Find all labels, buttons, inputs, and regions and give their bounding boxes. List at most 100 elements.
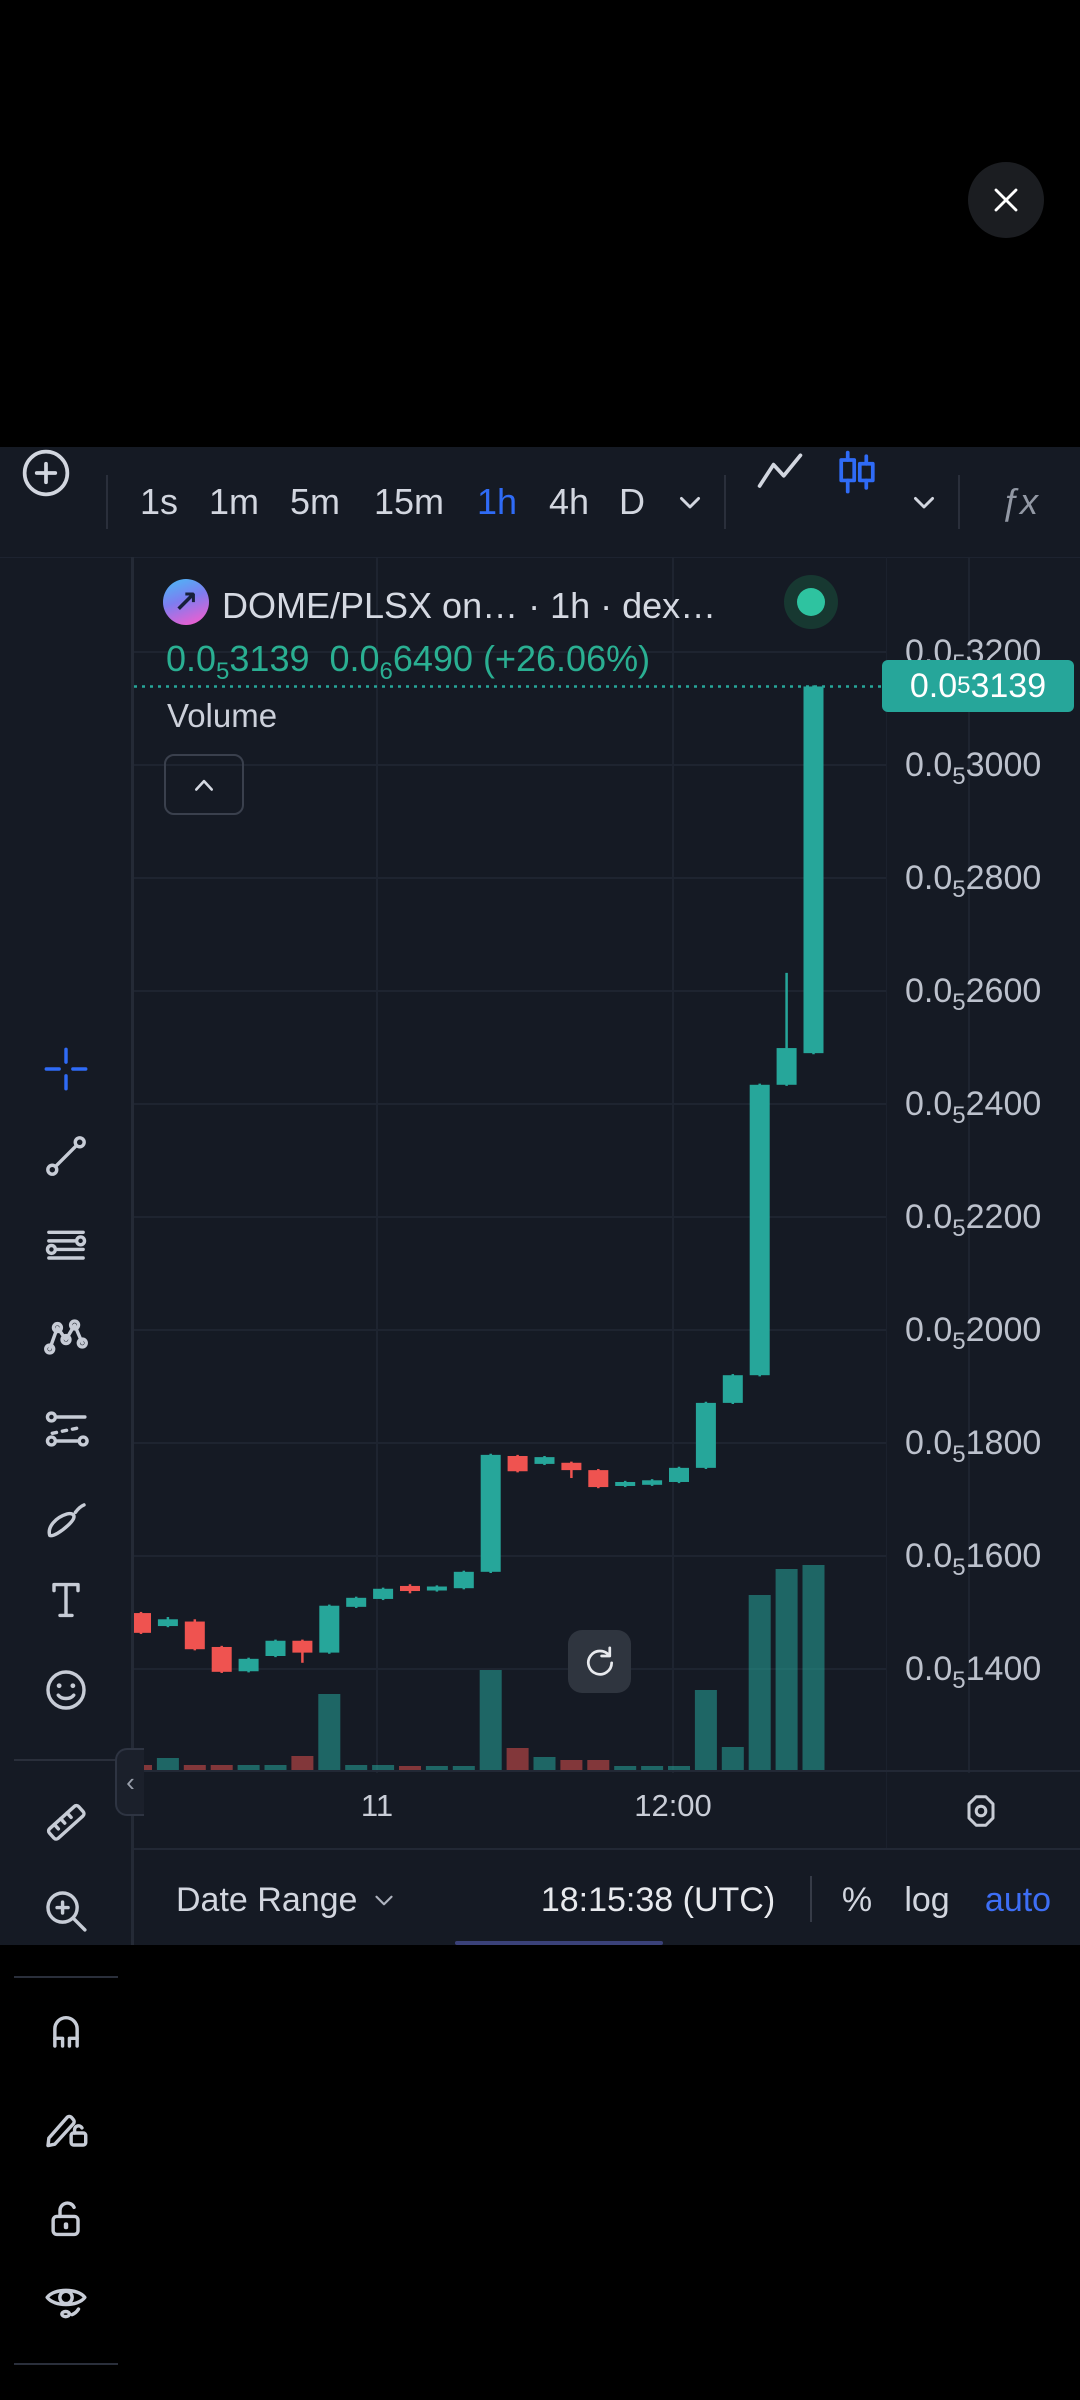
zoom-in-tool-icon[interactable]: [42, 1887, 90, 1935]
candle-body: [588, 1470, 609, 1488]
market-status-dot: [784, 575, 838, 629]
sheet-scroll-indicator: [455, 1941, 663, 1945]
timeframe-4h[interactable]: 4h: [548, 481, 590, 522]
magnet-tool-icon[interactable]: [42, 2010, 90, 2058]
trend-line-tool-icon[interactable]: [42, 1132, 90, 1180]
horizontal-lines-tool-icon[interactable]: [42, 1222, 90, 1270]
volume-bar: [318, 1694, 341, 1770]
candle-body: [184, 1621, 205, 1650]
emoji-tool-icon[interactable]: [42, 1666, 90, 1714]
ruler-tool-icon[interactable]: [42, 1798, 90, 1846]
candle-body: [669, 1467, 689, 1482]
price-tick-label: 0.051800: [905, 1424, 1042, 1468]
date-range-button[interactable]: Date Range: [176, 1872, 399, 1928]
timeframe-1m[interactable]: 1m: [208, 481, 260, 522]
candle-body: [265, 1640, 286, 1657]
candle-body: [346, 1597, 367, 1607]
timeframe-D[interactable]: D: [619, 481, 645, 522]
log-scale-button[interactable]: log: [904, 1880, 950, 1919]
candle-body: [238, 1658, 259, 1672]
timeframe-1s[interactable]: 1s: [139, 481, 179, 522]
candle-body: [292, 1640, 313, 1653]
volume-bar: [479, 1670, 502, 1770]
volume-indicator-label[interactable]: Volume: [167, 697, 278, 734]
candle-body: [615, 1481, 636, 1486]
pane-collapse-button[interactable]: [164, 754, 244, 815]
price-change-readout: 0.053139 0.066490 (+26.06%): [166, 638, 651, 686]
lock-all-drawings-tool-icon[interactable]: [42, 2195, 90, 2243]
candle-body: [373, 1588, 394, 1599]
candle-body: [561, 1462, 582, 1471]
candle-body: [803, 686, 824, 1054]
percent-scale-button[interactable]: %: [841, 1880, 873, 1919]
indicators-fx-button[interactable]: ƒx: [999, 481, 1039, 522]
toolbar-divider: [14, 1976, 118, 1978]
auto-scale-button[interactable]: auto: [984, 1880, 1052, 1919]
projection-tool-icon[interactable]: [42, 1405, 90, 1453]
candle-body: [480, 1454, 501, 1572]
volume-bar: [345, 1765, 368, 1770]
toolbar-divider: [106, 475, 108, 529]
timeframe-1h[interactable]: 1h: [476, 481, 518, 522]
brush-tool-icon[interactable]: [42, 1496, 90, 1544]
bottom-bar-divider: [810, 1876, 812, 1922]
close-icon: [986, 180, 1026, 220]
volume-bar: [721, 1747, 744, 1770]
volume-bar: [748, 1595, 771, 1770]
candle-body: [211, 1646, 232, 1672]
clock-utc[interactable]: 18:15:38 (UTC): [540, 1880, 776, 1919]
settings-gear-icon[interactable]: [960, 1790, 1002, 1832]
drawing-lock-tool-icon[interactable]: [42, 2103, 90, 2151]
add-plus-button[interactable]: [20, 447, 72, 499]
price-tick-label: 0.051600: [905, 1537, 1042, 1581]
volume-bar: [506, 1748, 529, 1770]
volume-bar: [694, 1690, 717, 1770]
chevron-down-icon: [369, 1885, 399, 1915]
hide-drawings-tool-icon[interactable]: [42, 2276, 90, 2324]
close-button[interactable]: [968, 162, 1044, 238]
text-tool-icon[interactable]: [42, 1576, 90, 1624]
xabcd-pattern-tool-icon[interactable]: [42, 1313, 90, 1361]
candle-body: [134, 1613, 151, 1633]
timeframe-5m[interactable]: 5m: [289, 481, 341, 522]
candles-style-icon[interactable]: [831, 447, 883, 499]
volume-bar: [291, 1756, 314, 1770]
volume-bar: [156, 1758, 179, 1770]
volume-bar: [399, 1766, 421, 1770]
volume-bar: [237, 1765, 260, 1770]
top-toolbar: 1s 1m 5m 15m 1h 4h D ƒx: [0, 447, 1080, 558]
volume-bar: [614, 1766, 637, 1770]
drawing-toolbar: [0, 557, 134, 2365]
bottom-bar-border: [134, 1848, 1080, 1850]
price-tick-label: 0.051400: [905, 1650, 1042, 1694]
candle-body: [749, 1084, 770, 1376]
price-tick-label: 0.052800: [905, 859, 1042, 903]
volume-bar: [587, 1760, 610, 1770]
candle-body: [776, 1048, 797, 1085]
volume-bar: [641, 1766, 664, 1770]
chart-canvas[interactable]: [134, 557, 1080, 1773]
crosshair-tool-icon[interactable]: [42, 1045, 90, 1093]
refresh-button[interactable]: [568, 1630, 631, 1693]
volume-bar: [668, 1766, 690, 1770]
volume-bar: [560, 1760, 583, 1770]
last-price-badge: 0.0 5 3139: [882, 660, 1074, 713]
toolbar-collapse-tab[interactable]: ‹: [115, 1748, 144, 1816]
chevron-up-icon: [186, 767, 222, 803]
token-logo: ↗: [163, 579, 209, 625]
price-axis-border: [886, 557, 887, 1850]
style-chevron-down-icon[interactable]: [904, 447, 944, 557]
refresh-icon: [581, 1643, 619, 1681]
time-tick-label-11: 11: [360, 1788, 394, 1823]
symbol-title[interactable]: DOME/PLSX on… · 1h · dex…: [222, 585, 717, 626]
time-tick-label-12:00: 12:00: [634, 1788, 712, 1823]
line-style-icon[interactable]: [754, 447, 806, 499]
candle-body: [157, 1619, 178, 1627]
timeframe-15m[interactable]: 15m: [373, 481, 445, 522]
candle-body: [400, 1585, 420, 1592]
price-tick-label: 0.052200: [905, 1198, 1042, 1242]
price-tick-label: 0.052600: [905, 972, 1042, 1016]
toolbar-divider: [14, 1759, 118, 1761]
timeframe-chevron-down-icon[interactable]: [670, 447, 710, 557]
